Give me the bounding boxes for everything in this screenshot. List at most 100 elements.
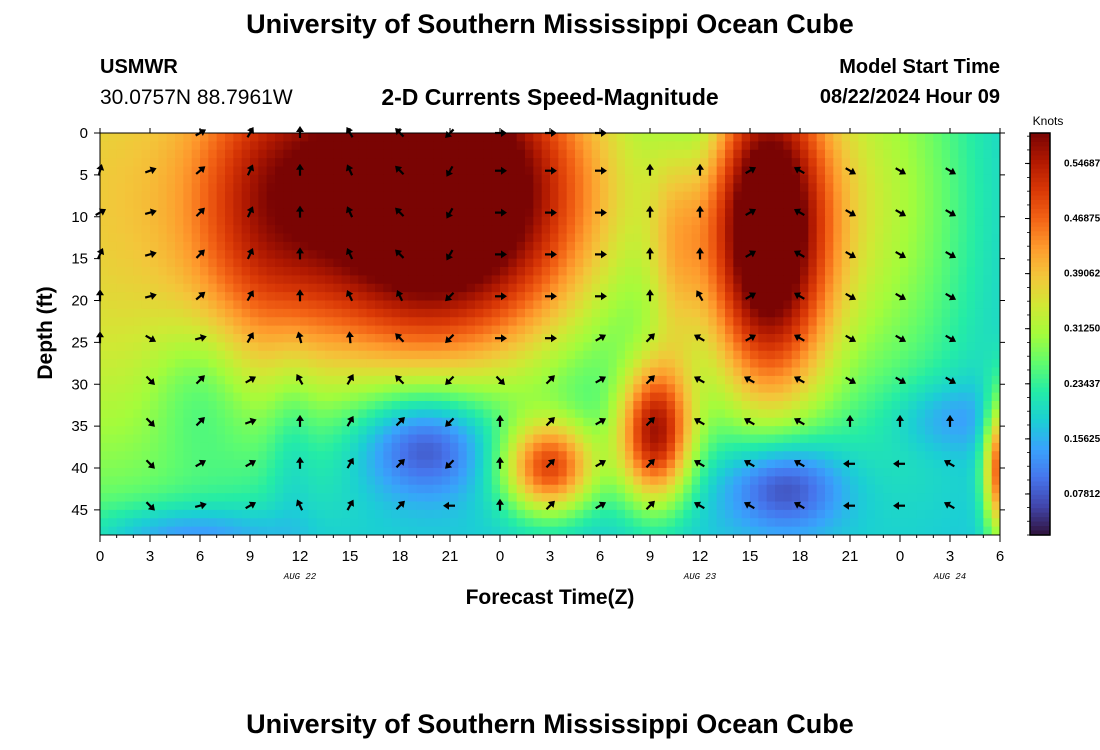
heatmap-cell [658, 401, 668, 410]
heatmap-cell [358, 493, 368, 503]
heatmap-cell [333, 509, 343, 519]
heatmap-cell [166, 283, 176, 293]
heatmap-cell [716, 275, 726, 285]
heatmap-cell [600, 409, 609, 419]
heatmap-cell [608, 459, 618, 469]
heatmap-cell [466, 459, 476, 469]
heatmap-cell [450, 409, 459, 419]
heatmap-cell [358, 350, 368, 360]
heatmap-cell [466, 426, 476, 436]
heatmap-cell [675, 166, 684, 176]
heatmap-cell [741, 384, 751, 394]
heatmap-cell [258, 300, 268, 310]
chart-subtitle: 2-D Currents Speed-Magnitude [381, 84, 719, 110]
heatmap-cell [383, 267, 393, 276]
heatmap-cell [700, 275, 709, 285]
heatmap-cell [558, 174, 568, 184]
heatmap-cell [408, 501, 418, 511]
heatmap-cell [683, 300, 693, 310]
heatmap-cell [475, 166, 484, 176]
heatmap-cell [666, 392, 676, 402]
heatmap-cell [308, 401, 318, 410]
heatmap-cell [766, 166, 776, 176]
heatmap-cell [266, 208, 276, 218]
heatmap-cell [758, 300, 768, 310]
heatmap-cell [641, 158, 651, 168]
heatmap-cell [991, 325, 1000, 335]
heatmap-cell [833, 325, 843, 335]
heatmap-cell [975, 258, 984, 268]
heatmap-cell [433, 158, 443, 168]
heatmap-cell [308, 468, 318, 477]
heatmap-cell [358, 250, 368, 260]
heatmap-cell [741, 158, 751, 168]
heatmap-cell [375, 426, 384, 436]
heatmap-cell [316, 300, 326, 310]
heatmap-cell [391, 283, 401, 293]
heatmap-cell [325, 476, 334, 486]
heatmap-cell [133, 434, 143, 444]
heatmap-cell [933, 334, 943, 343]
heatmap-cell [891, 250, 901, 260]
heatmap-cell [841, 417, 851, 427]
heatmap-cell [991, 133, 1000, 142]
heatmap-cell [208, 375, 218, 385]
heatmap-cell [816, 409, 826, 419]
heatmap-cell [141, 350, 151, 360]
heatmap-cell [850, 493, 859, 503]
heatmap-cell [950, 493, 959, 503]
heatmap-cell [416, 334, 426, 343]
heatmap-cell [816, 258, 826, 268]
heatmap-cell [866, 451, 876, 461]
heatmap-cell [450, 241, 459, 251]
heatmap-cell [583, 250, 593, 260]
heatmap-cell [458, 133, 468, 142]
heatmap-cell [258, 342, 268, 352]
heatmap-cell [800, 476, 809, 486]
heatmap-cell [308, 367, 318, 377]
heatmap-cell [675, 459, 684, 469]
heatmap-cell [983, 459, 993, 469]
heatmap-cell [333, 451, 343, 461]
heatmap-cell [766, 367, 776, 377]
heatmap-cell [533, 216, 543, 226]
heatmap-cell [308, 509, 318, 519]
heatmap-cell [750, 233, 759, 243]
heatmap-cell [308, 133, 318, 142]
heatmap-cell [950, 384, 959, 394]
heatmap-cell [375, 334, 384, 343]
heatmap-cell [641, 133, 651, 142]
heatmap-cell [225, 267, 234, 276]
heatmap-cell [933, 283, 943, 293]
heatmap-cell [800, 258, 809, 268]
heatmap-cell [783, 476, 793, 486]
heatmap-cell [858, 141, 868, 151]
heatmap-cell [991, 208, 1000, 218]
heatmap-cell [133, 442, 143, 452]
heatmap-cell [291, 292, 301, 302]
heatmap-cell [341, 493, 351, 503]
heatmap-cell [308, 451, 318, 461]
heatmap-cell [433, 208, 443, 218]
heatmap-cell [600, 174, 609, 184]
heatmap-cell [558, 233, 568, 243]
heatmap-cell [925, 367, 934, 377]
heatmap-cell [741, 225, 751, 235]
heatmap-cell [741, 334, 751, 343]
heatmap-cell [166, 183, 176, 193]
heatmap-cell [383, 275, 393, 285]
heatmap-cell [175, 250, 184, 260]
heatmap-cell [391, 325, 401, 335]
heatmap-cell [633, 233, 643, 243]
heatmap-cell [166, 493, 176, 503]
heatmap-cell [400, 501, 409, 511]
heatmap-cell [491, 350, 501, 360]
heatmap-cell [666, 375, 676, 385]
heatmap-cell [350, 375, 359, 385]
heatmap-cell [533, 392, 543, 402]
heatmap-cell [650, 484, 659, 494]
heatmap-cell [875, 442, 884, 452]
heatmap-cell [166, 434, 176, 444]
heatmap-cell [116, 200, 126, 209]
heatmap-cell [116, 350, 126, 360]
